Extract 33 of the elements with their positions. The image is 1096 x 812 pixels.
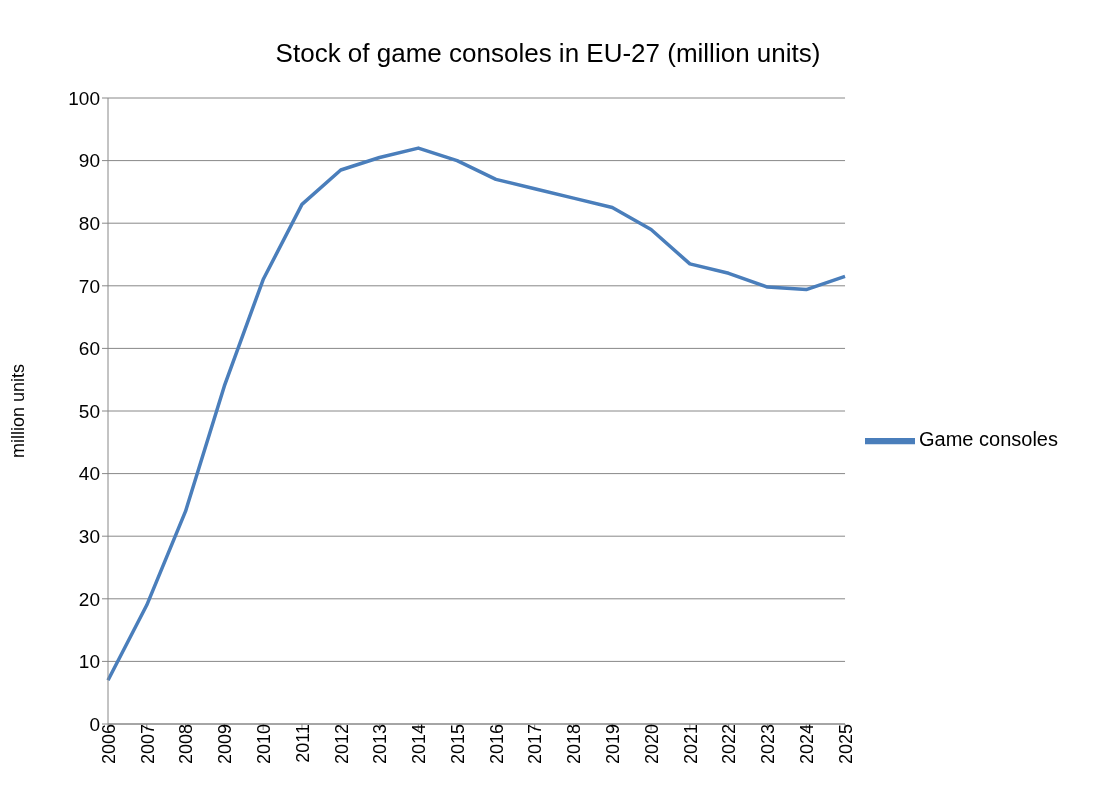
x-tick-label: 2015 [447, 724, 468, 765]
x-tick-label: 2008 [176, 724, 197, 765]
x-tick-label: 2025 [835, 724, 856, 765]
y-tick-label: 90 [78, 150, 100, 172]
x-tick-label: 2010 [253, 724, 274, 765]
y-axis-title: million units [8, 363, 29, 459]
x-tick-label: 2019 [603, 724, 624, 765]
y-tick-label: 50 [78, 400, 100, 422]
y-tick-label: 100 [68, 87, 100, 109]
x-tick-label: 2009 [215, 724, 236, 765]
x-tick-label: 2012 [331, 724, 352, 765]
y-tick-label: 10 [78, 651, 100, 673]
chart-title: Stock of game consoles in EU-27 (million units) [274, 37, 822, 70]
y-tick-label: 70 [78, 275, 100, 297]
x-tick-label: 2011 [292, 724, 313, 763]
y-tick-label: 0 [89, 713, 100, 735]
x-tick-label: 2022 [719, 724, 740, 765]
x-tick-label: 2014 [409, 724, 430, 765]
y-tick-label: 80 [78, 212, 100, 234]
x-tick-label: 2017 [525, 724, 546, 765]
x-tick-label: 2013 [370, 724, 391, 765]
x-tick-label: 2018 [564, 724, 585, 765]
x-tick-label: 2023 [758, 724, 779, 765]
x-tick-label: 2007 [137, 724, 158, 765]
x-tick-label: 2024 [797, 724, 818, 765]
y-tick-label: 20 [78, 588, 100, 610]
y-tick-label: 40 [78, 463, 100, 485]
x-tick-label: 2020 [641, 724, 662, 765]
legend-label: Game consoles [919, 428, 1058, 451]
y-tick-label: 30 [78, 525, 100, 547]
y-tick-label: 60 [78, 338, 100, 360]
x-tick-label: 2021 [680, 724, 701, 765]
x-tick-label: 2016 [486, 724, 507, 765]
